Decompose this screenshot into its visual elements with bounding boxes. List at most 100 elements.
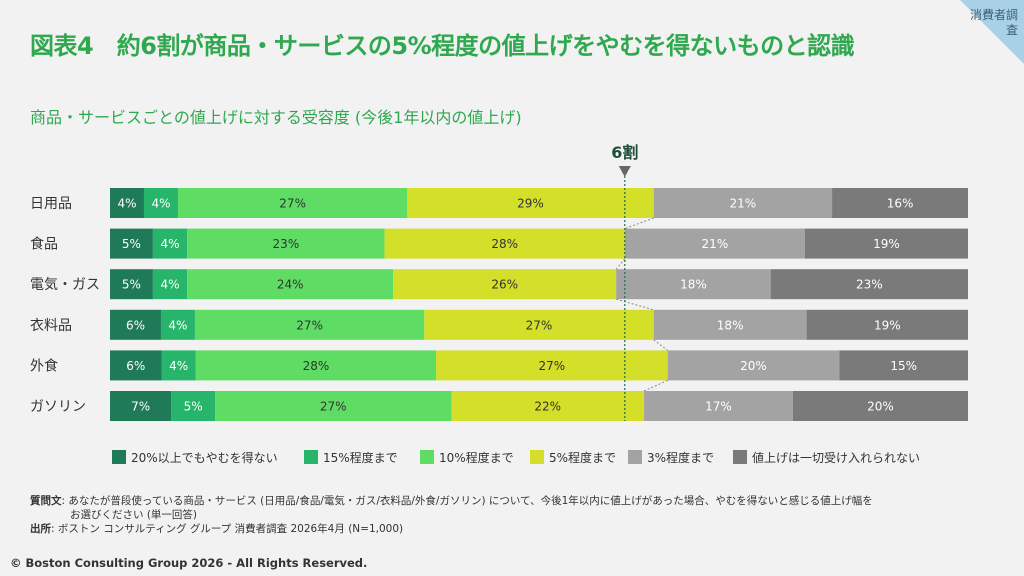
legend-label: 値上げは一切受け入れられない [752,450,920,465]
data-label: 4% [117,197,136,211]
bar-segment [616,269,771,300]
reference-label: 6割 [611,143,638,162]
bar-segment [160,309,195,340]
data-label: 21% [702,237,729,251]
legend-label: 3%程度まで [647,450,714,465]
data-label: 23% [273,237,300,251]
legend-label: 5%程度まで [549,450,616,465]
bar-segment [110,350,162,381]
legend-swatch [112,450,126,464]
bar-segment [436,350,668,381]
data-label: 4% [151,197,170,211]
data-label: 27% [320,400,347,414]
data-label: 21% [730,197,757,211]
bar-segment [424,309,654,340]
data-label: 16% [887,197,914,211]
bar-segment [187,228,385,259]
data-label: 5% [184,400,203,414]
bar-segment [177,188,408,218]
connector-line [624,217,654,230]
bar-segment [644,391,793,421]
bar-segment [839,350,968,381]
bar-segment [215,391,452,421]
bar-segment [393,269,617,300]
bar-segment [624,228,805,259]
legend-swatch [628,450,642,464]
data-label: 28% [303,359,330,373]
bar-segment [451,391,645,421]
corner-tag-ribbon [960,0,1024,64]
connector-line [643,379,668,392]
data-label: 6% [126,359,145,373]
category-label: 電気・ガス [30,277,100,293]
category-label: 食品 [30,236,58,253]
data-label: 24% [277,278,304,292]
bar-segment [792,391,968,421]
data-label: 26% [491,278,518,292]
bar-segment [806,309,968,340]
data-label: 27% [296,318,323,332]
bar-segment [804,228,968,259]
category-label: ガソリン [30,399,86,415]
data-label: 27% [279,197,306,211]
connector-line [653,339,669,351]
data-label: 4% [168,318,187,332]
bar-segment [407,188,654,218]
data-label: 27% [539,359,566,373]
bar-segment [194,309,425,340]
legend-swatch [420,450,434,464]
question-label: 質問文 [30,495,62,507]
bar-segment [152,228,188,259]
data-label: 29% [517,197,544,211]
legend-swatch [733,450,747,464]
bar-segment [653,309,807,340]
data-label: 5% [122,278,141,292]
reference-marker [618,166,631,177]
legend-swatch [530,450,544,464]
bar-segment [667,350,840,381]
data-label: 15% [890,359,917,373]
data-label: 22% [534,400,561,414]
page-title: 図表4 約6割が商品・サービスの5%程度の値上げをやむを得ないものと認識 [30,32,855,60]
bar-segment [161,350,196,381]
data-label: 19% [873,237,900,251]
bar-segment [143,188,178,218]
data-label: 18% [680,278,707,292]
data-label: 5% [122,237,141,251]
data-label: 18% [717,318,744,332]
bar-segment [152,269,188,300]
bar-segment [384,228,625,259]
data-label: 4% [169,359,188,373]
data-label: 20% [740,359,767,373]
bar-segment [110,309,161,340]
data-label: 20% [867,400,894,414]
legend-swatch [304,450,318,464]
data-label: 28% [491,237,518,251]
category-label: 日用品 [30,196,72,212]
bar-segment [110,188,144,218]
corner-tag: 消費者調査 [970,8,1019,37]
bar-segment [832,188,968,218]
source-label: 出所 [30,523,51,535]
source-text: : ボストン コンサルティング グループ 消費者調査 2026年4月 (N=1,… [51,523,404,535]
bar-segment [110,269,153,300]
bar-segment [195,350,437,381]
bar-segment [171,391,216,421]
connector-line [616,298,654,311]
bar-segment [653,188,833,218]
bar-segment [110,391,172,421]
legend-label: 15%程度まで [323,450,398,465]
category-label: 外食 [30,357,58,374]
bar-segment [110,228,153,259]
data-label: 4% [161,237,180,251]
chart-subtitle: 商品・サービスごとの値上げに対する受容度 (今後1年以内の値上げ) [30,108,522,127]
legend-label: 20%以上でもやむを得ない [131,450,278,465]
data-label: 27% [526,318,553,332]
question-text: : あなたが普段使っている商品・サービス (日用品/食品/電気・ガス/衣料品/外… [61,495,873,507]
data-label: 19% [874,318,901,332]
question-text-2: お選びください (単一回答) [70,509,198,521]
copyright: © Boston Consulting Group 2026 - All Rig… [10,556,368,570]
data-label: 7% [131,400,150,414]
data-label: 6% [126,318,145,332]
bar-segment [187,269,394,300]
